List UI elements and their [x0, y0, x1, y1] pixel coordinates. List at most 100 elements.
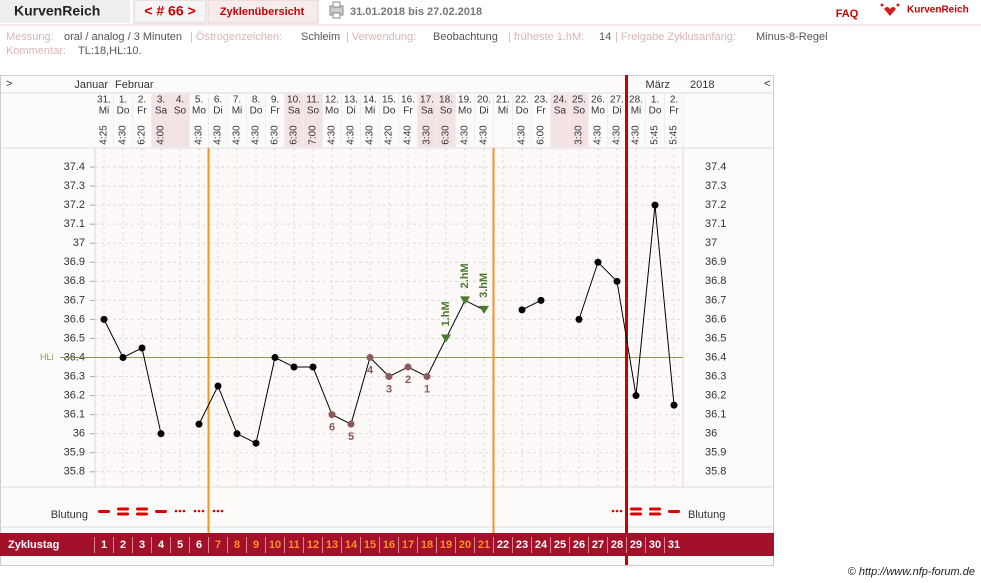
weekday: Do: [383, 106, 396, 117]
measure-time: 5:45: [669, 125, 680, 145]
info-value: Schleim: [301, 31, 340, 43]
y-tick-label: 35.8: [64, 466, 85, 478]
coverline-label: HLi: [40, 352, 54, 362]
temperature-point: [537, 296, 545, 304]
day-number: 25.: [572, 95, 586, 106]
bleeding-dot: [201, 509, 205, 513]
cycle-day: 18: [421, 539, 433, 551]
weekday: Di: [612, 106, 621, 117]
temperature-point: [119, 353, 127, 361]
y2-tick-label: 36: [705, 428, 717, 440]
cycle-label: Zyklustag: [8, 539, 59, 551]
y-tick-label: 36.1: [64, 409, 85, 421]
weekday: Sa: [421, 106, 434, 117]
weekday: Di: [346, 106, 355, 117]
measure-time: 4:30: [365, 125, 376, 145]
y-tick-label: 37.4: [64, 161, 85, 173]
logo-text[interactable]: KurvenReich: [907, 5, 969, 16]
y2-tick-label: 37.2: [705, 199, 726, 211]
measure-time: 5:45: [650, 125, 661, 145]
day-number: 10.: [287, 95, 301, 106]
y2-tick-label: 36.5: [705, 332, 726, 344]
weekday: Sa: [554, 106, 567, 117]
temperature-point: [290, 363, 298, 371]
day-number: 27.: [610, 95, 624, 106]
bleeding-mark: [136, 507, 148, 516]
temperature-point: [328, 411, 336, 419]
info-label: Messung:: [6, 31, 54, 43]
weekday: Fr: [270, 106, 280, 117]
high-point: [460, 296, 470, 305]
cycle-day: 7: [215, 539, 221, 551]
print-icon[interactable]: [329, 1, 344, 19]
cycle-day: 16: [383, 539, 395, 551]
low-label: 2: [405, 374, 411, 386]
measure-time: 4:30: [612, 125, 623, 145]
y2-tick-label: 36.7: [705, 294, 726, 306]
temperature-point: [157, 430, 165, 438]
info-value: Beobachtung: [433, 31, 498, 43]
measure-time: 4:30: [118, 125, 129, 145]
weekday: Fr: [137, 106, 147, 117]
weekend-cell: [171, 94, 189, 147]
cycle-bar: [0, 533, 774, 556]
bleeding-dash: [630, 512, 642, 516]
day-number: 9.: [271, 95, 279, 106]
cycle-day: 14: [345, 539, 358, 551]
measure-time: 3:30: [422, 125, 433, 145]
weekday: Mo: [325, 106, 339, 117]
measure-time: 6:00: [536, 125, 547, 145]
y-tick-label: 36.3: [64, 370, 85, 382]
day-number: 26.: [591, 95, 605, 106]
measure-time: 4:00: [156, 125, 167, 145]
weekday: Fr: [403, 106, 413, 117]
faq-link[interactable]: FAQ: [836, 8, 859, 20]
day-number: 31.: [97, 95, 111, 106]
low-label: 5: [348, 431, 354, 443]
cycle-day: 20: [459, 539, 471, 551]
day-number: 2.: [138, 95, 146, 106]
bleeding-mark: [98, 510, 110, 513]
weekday: Mi: [631, 106, 642, 117]
temperature-point: [233, 430, 241, 438]
bleeding-mark: [117, 507, 129, 516]
measure-time: 4:30: [517, 125, 528, 145]
low-label: 6: [329, 422, 335, 434]
cycle-day: 15: [364, 539, 376, 551]
day-number: 1.: [651, 95, 659, 106]
measure-time: 6:30: [441, 125, 452, 145]
weekday: Di: [213, 106, 222, 117]
bleeding-dot: [197, 509, 201, 513]
y-tick-label: 36.5: [64, 332, 85, 344]
y2-tick-label: 37.1: [705, 218, 726, 230]
day-number: 21.: [496, 95, 510, 106]
temperature-point: [613, 277, 621, 285]
day-number: 2.: [670, 95, 678, 106]
day-number: 23.: [534, 95, 548, 106]
cycle-day: 23: [516, 539, 528, 551]
bleeding-dash: [117, 512, 129, 516]
tab[interactable]: Zyklenübersicht: [220, 6, 305, 18]
cycle-day: 24: [535, 539, 548, 551]
temperature-point: [404, 363, 412, 371]
y2-tick-label: 36.9: [705, 256, 726, 268]
weekday: Mi: [365, 106, 376, 117]
cycle-nav[interactable]: < # 66 >: [144, 3, 195, 19]
app-name[interactable]: KurvenReich: [14, 3, 100, 19]
bleeding-dot: [212, 509, 216, 513]
day-number: 12.: [325, 95, 339, 106]
weekday: So: [573, 106, 586, 117]
day-number: 22.: [515, 95, 529, 106]
month: Januar: [74, 79, 108, 91]
day-number: 14.: [363, 95, 377, 106]
year: 2018: [690, 79, 714, 91]
cycle-day: 30: [649, 539, 661, 551]
y-tick-label: 37.3: [64, 180, 85, 192]
weekend-cell: [304, 94, 322, 147]
temperature-point: [195, 420, 203, 428]
measure-time: 4:30: [194, 125, 205, 145]
weekday: So: [440, 106, 453, 117]
bleeding-mark: [193, 509, 205, 513]
y2-tick-label: 37.3: [705, 180, 726, 192]
y2-tick-label: 35.8: [705, 466, 726, 478]
